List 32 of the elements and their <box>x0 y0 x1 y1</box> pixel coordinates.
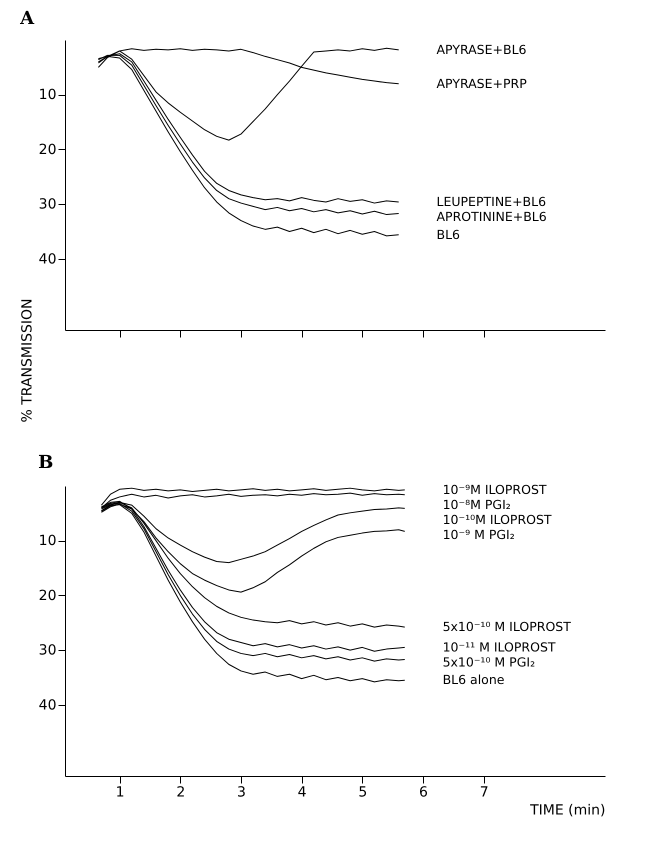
text: 10⁻⁸M PGI₂ <box>442 496 511 512</box>
text: 10⁻⁹ M PGI₂ <box>442 526 515 542</box>
text: APROTININE+BL6 <box>436 208 547 224</box>
text: APYRASE+BL6 <box>436 42 527 57</box>
y-axis-title: % TRANSMISSION <box>20 298 36 423</box>
y-tick-label: 20 <box>38 142 56 158</box>
text: 5x10⁻¹⁰ M PGI₂ <box>442 654 536 670</box>
y-tick-label: 30 <box>38 196 56 213</box>
text: BL6 alone <box>442 672 505 688</box>
y-tick-label: 20 <box>38 588 56 604</box>
text: BL6 <box>436 226 460 242</box>
text: LEUPEPTINE+BL6 <box>436 194 546 209</box>
x-tick-label: 7 <box>480 784 489 800</box>
text: 5x10⁻¹⁰ M ILOPROST <box>442 619 572 634</box>
chart-title: A <box>19 8 36 29</box>
y-tick-label: 40 <box>38 251 56 268</box>
y-tick-label: 40 <box>38 697 56 714</box>
x-tick-label: 3 <box>236 784 246 800</box>
chart-title: B <box>38 452 54 473</box>
x-tick-label: 6 <box>419 784 428 800</box>
text: APYRASE+PRP <box>436 76 528 91</box>
text: 10⁻¹¹ M ILOPROST <box>442 639 556 654</box>
y-tick-label: 30 <box>38 642 56 659</box>
x-axis-title: TIME (min) <box>529 802 606 818</box>
x-tick-label: 4 <box>298 784 307 800</box>
text: 10⁻⁹M ILOPROST <box>442 482 547 497</box>
x-tick-label: 5 <box>358 784 368 800</box>
y-tick-label: 10 <box>38 533 56 550</box>
x-tick-label: 1 <box>116 784 125 800</box>
text: 10⁻¹⁰M ILOPROST <box>442 512 552 527</box>
x-tick-label: 2 <box>176 784 186 800</box>
y-tick-label: 10 <box>38 87 56 104</box>
